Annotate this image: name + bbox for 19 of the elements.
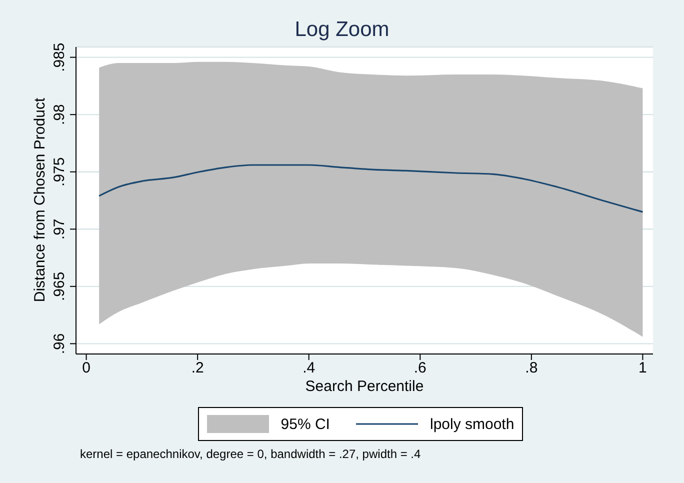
y-tick-label: .975 <box>51 157 68 186</box>
x-tick-label: .8 <box>525 360 538 377</box>
y-tick-label: .98 <box>51 104 68 126</box>
x-tick-label: 1 <box>638 360 647 377</box>
y-tick-label: .965 <box>51 272 68 302</box>
y-tick-label: .97 <box>51 218 68 240</box>
x-tick-label: .2 <box>191 360 204 377</box>
x-tick-label: 0 <box>82 360 90 377</box>
y-tick-label: .985 <box>51 42 68 72</box>
line-series <box>98 164 644 213</box>
chart-title: Log Zoom <box>294 18 390 42</box>
legend-label: lpoly smooth <box>430 416 514 432</box>
x-tick-label: .4 <box>302 360 316 377</box>
text: kernel = epanechnikov, degree = 0, bandwidth = .27, pwidth = .4 <box>80 447 421 461</box>
x-axis-title: Search Percentile <box>304 378 425 395</box>
y-axis-title: Distance from Chosen Product <box>32 98 48 302</box>
text: 95% CI <box>280 416 330 432</box>
y-tick-label: .96 <box>51 333 68 354</box>
x-tick-label: .6 <box>414 360 426 377</box>
